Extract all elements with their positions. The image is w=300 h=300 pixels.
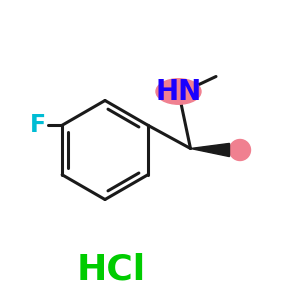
- Text: HN: HN: [155, 77, 202, 106]
- Polygon shape: [190, 143, 230, 157]
- Circle shape: [230, 140, 250, 160]
- Text: F: F: [29, 113, 46, 137]
- Text: HCl: HCl: [76, 253, 146, 287]
- Ellipse shape: [156, 79, 201, 104]
